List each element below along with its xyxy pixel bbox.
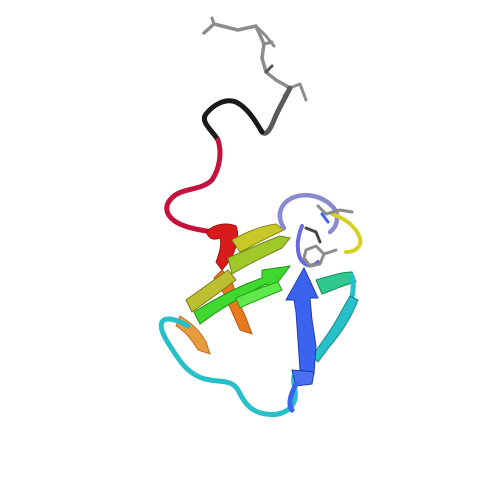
sidechain-grey-ring [302,244,326,268]
stick-bond-chain [202,22,292,90]
loop-violet [277,193,363,268]
sidechain-blue-bond [320,212,330,224]
strand-teal-body [315,271,357,295]
stick-bond-branch-1 [210,16,216,26]
loop-violet-main [277,193,340,235]
stick-bond-branch-4 [288,82,308,102]
sidechain-grey-top [316,204,354,216]
sidechain-dark-bond [304,226,322,244]
sidechain-grey-bond [322,248,338,256]
coil-blue [287,381,299,413]
strand-green [193,265,292,325]
strand-yellow-green-mid [227,235,291,275]
strand-blue [285,266,319,413]
coil-n-terminal [164,85,293,235]
coil-segment-crimson [164,137,223,235]
loop-cyan-left [158,316,298,417]
coil-segment-grey [259,85,293,136]
loop-yellow-right [330,212,363,254]
strand-teal [315,271,357,295]
stick-bond-branch-3 [262,40,274,46]
coil-segment-black [202,98,265,143]
stick-bond-end [264,64,274,74]
strand-blue-body [285,266,319,375]
strand-cyan-ribbon [311,295,359,363]
strand-yellow-group [185,223,291,313]
loop-cyan [158,273,359,417]
strand-yellow-lower [185,269,237,313]
strand-green-light [235,281,283,309]
sidechain-sticks [302,204,354,268]
